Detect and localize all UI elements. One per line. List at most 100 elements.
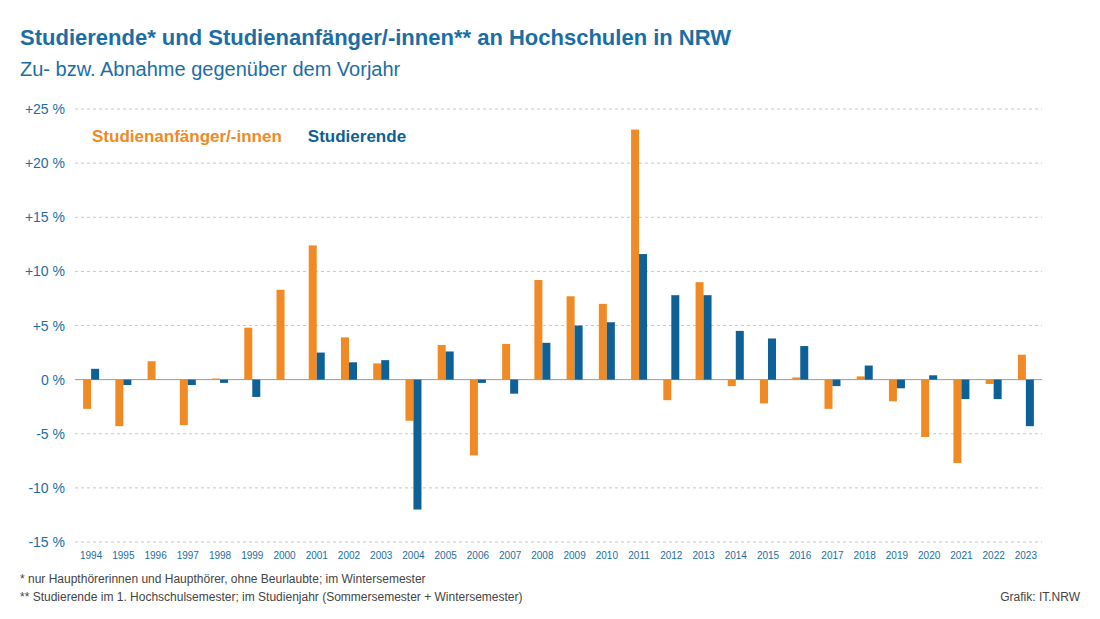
bar	[1026, 380, 1034, 427]
grid-line	[75, 109, 1042, 110]
bar	[599, 304, 607, 380]
bar	[156, 379, 164, 380]
grid-line	[75, 542, 1042, 543]
x-tick-label: 2013	[692, 550, 715, 561]
x-tick-label: 2018	[854, 550, 877, 561]
x-tick-label: 2016	[789, 550, 812, 561]
grid	[75, 109, 1042, 542]
bar	[792, 377, 800, 379]
x-tick-label: 2012	[660, 550, 683, 561]
y-tick-label: +10 %	[25, 263, 65, 279]
bar	[510, 380, 518, 394]
bar	[607, 322, 615, 379]
grid-line	[75, 433, 1042, 434]
x-tick-label: 2001	[306, 550, 329, 561]
bar	[953, 380, 961, 463]
bar	[478, 380, 486, 383]
footnote: * nur Haupthörerinnen und Haupthörer, oh…	[20, 572, 426, 586]
bar	[277, 290, 285, 380]
x-tick-label: 2003	[370, 550, 393, 561]
bar	[349, 362, 357, 379]
bar	[760, 380, 768, 404]
bar	[438, 345, 446, 380]
x-tick-label: 2007	[499, 550, 522, 561]
x-tick-label: 2020	[918, 550, 941, 561]
y-tick-label: +5 %	[33, 318, 65, 334]
bar	[994, 380, 1002, 399]
bar	[115, 380, 123, 427]
bar	[961, 380, 969, 399]
y-tick-label: -5 %	[36, 426, 65, 442]
bar	[663, 380, 671, 401]
x-tick-label: 1999	[241, 550, 264, 561]
subtitle: Zu- bzw. Abnahme gegenüber dem Vorjahr	[20, 58, 401, 80]
bar	[631, 130, 639, 380]
x-tick-label: 2009	[563, 550, 586, 561]
bar	[832, 380, 840, 386]
grid-line	[75, 487, 1042, 488]
bar	[728, 380, 736, 386]
bar	[696, 282, 704, 379]
source: Grafik: IT.NRW	[1000, 590, 1080, 604]
x-tick-label: 2002	[338, 550, 361, 561]
y-tick-label: 0 %	[41, 372, 65, 388]
bar	[639, 254, 647, 380]
y-tick-label: -15 %	[28, 534, 65, 550]
grid-line	[75, 163, 1042, 164]
bar	[542, 343, 550, 380]
x-tick-label: 1994	[80, 550, 103, 561]
x-tick-label: 2011	[628, 550, 650, 561]
bar	[413, 380, 421, 510]
bar	[83, 380, 91, 409]
bar	[188, 380, 196, 385]
bar	[470, 380, 478, 456]
bar	[212, 379, 220, 380]
bar	[921, 380, 929, 437]
x-tick-label: 2021	[950, 550, 973, 561]
x-tick-label: 1998	[209, 550, 232, 561]
x-tick-label: 2014	[725, 550, 748, 561]
bar	[865, 366, 873, 380]
bar	[309, 245, 317, 379]
bar	[252, 380, 260, 397]
bar	[91, 369, 99, 380]
x-tick-label: 2010	[596, 550, 619, 561]
bar	[800, 346, 808, 380]
x-tick-label: 2023	[1015, 550, 1038, 561]
bar	[220, 380, 228, 383]
bar	[123, 380, 131, 385]
bar	[244, 328, 252, 380]
x-tick-label: 2006	[467, 550, 490, 561]
x-tick-label: 1996	[144, 550, 167, 561]
chart: Studierende* und Studienanfänger/-innen*…	[0, 0, 1100, 619]
bar	[502, 344, 510, 380]
bar	[575, 326, 583, 380]
bar	[317, 353, 325, 380]
bar	[736, 331, 744, 380]
x-tick-label: 2005	[435, 550, 458, 561]
bar	[704, 295, 712, 379]
grid-line	[75, 217, 1042, 218]
bar	[373, 363, 381, 379]
bar	[341, 337, 349, 379]
x-tick-label: 2022	[983, 550, 1006, 561]
grid-line	[75, 325, 1042, 326]
title: Studierende* und Studienanfänger/-innen*…	[20, 25, 731, 50]
bar	[929, 375, 937, 379]
x-tick-label: 1997	[177, 550, 200, 561]
bar	[446, 351, 454, 379]
bar	[897, 380, 905, 389]
bars	[83, 130, 1034, 510]
x-tick-label: 2008	[531, 550, 554, 561]
y-tick-label: +20 %	[25, 155, 65, 171]
x-tick-label: 2019	[886, 550, 909, 561]
y-tick-label: -10 %	[28, 480, 65, 496]
bar	[857, 376, 865, 379]
bar	[285, 379, 293, 380]
x-tick-label: 2015	[757, 550, 780, 561]
legend-entry: Studierende	[308, 127, 406, 146]
bar	[768, 338, 776, 379]
bar	[671, 295, 679, 379]
bar	[1018, 355, 1026, 380]
x-tick-label: 2004	[402, 550, 425, 561]
